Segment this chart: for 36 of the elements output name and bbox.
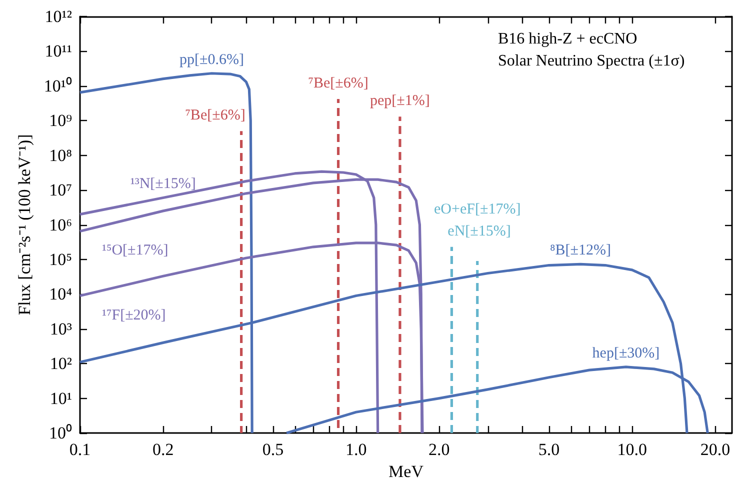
- y-tick-label: 10⁷: [49, 180, 72, 200]
- x-axis-title: MeV: [388, 462, 424, 481]
- annotation: ¹⁵O[±17%]: [102, 242, 168, 259]
- y-tick-label: 10¹: [50, 388, 72, 408]
- annotation: ⁷Be[±6%]: [308, 75, 368, 92]
- y-tick-label: 10⁰: [49, 424, 72, 442]
- annotation: ⁸B[±12%]: [550, 242, 611, 259]
- y-tick-label: 10⁵: [49, 250, 72, 269]
- x-tick-label: 20.0: [700, 440, 730, 459]
- x-tick-label: 0.2: [152, 440, 174, 459]
- y-tick-label: 10²: [50, 354, 72, 374]
- text: Solar Neutrino Spectra (±1σ): [498, 52, 685, 70]
- x-tick-label: 1.0: [345, 440, 367, 459]
- annotation: ¹³N[±15%]: [130, 176, 196, 192]
- x-tick-label: 0.1: [69, 440, 91, 459]
- y-tick-label: 10⁸: [49, 146, 72, 165]
- x-tick-label: 10.0: [617, 440, 648, 459]
- x-tick-label: 2.0: [428, 440, 450, 459]
- y-tick-label: 10⁹: [49, 111, 72, 130]
- y-tick-label: 10¹⁰: [44, 76, 72, 96]
- annotation: pep[±1%]: [370, 93, 430, 110]
- x-tick-label: 5.0: [538, 440, 560, 459]
- y-tick-label: 10¹²: [44, 7, 72, 26]
- x-tick-label: 0.5: [262, 440, 284, 459]
- annotation: eO+eF[±17%]: [434, 202, 521, 218]
- annotation: ¹⁷F[±20%]: [102, 307, 166, 324]
- y-tick-label: 10³: [50, 319, 72, 338]
- annotation: eN[±15%]: [448, 223, 511, 240]
- y-tick-label: 10¹¹: [44, 42, 72, 61]
- text: B16 high-Z + ecCNO: [498, 30, 638, 48]
- y-tick-label: 10⁴: [49, 284, 72, 304]
- y-axis-title: Flux [cm⁻²s⁻¹ (100 keV⁻¹)]: [15, 134, 34, 316]
- annotation: ⁷Be[±6%]: [185, 108, 246, 124]
- annotation: pp[±0.6%]: [179, 52, 244, 68]
- annotation: hep[±30%]: [592, 345, 660, 362]
- y-tick-label: 10⁶: [49, 215, 72, 234]
